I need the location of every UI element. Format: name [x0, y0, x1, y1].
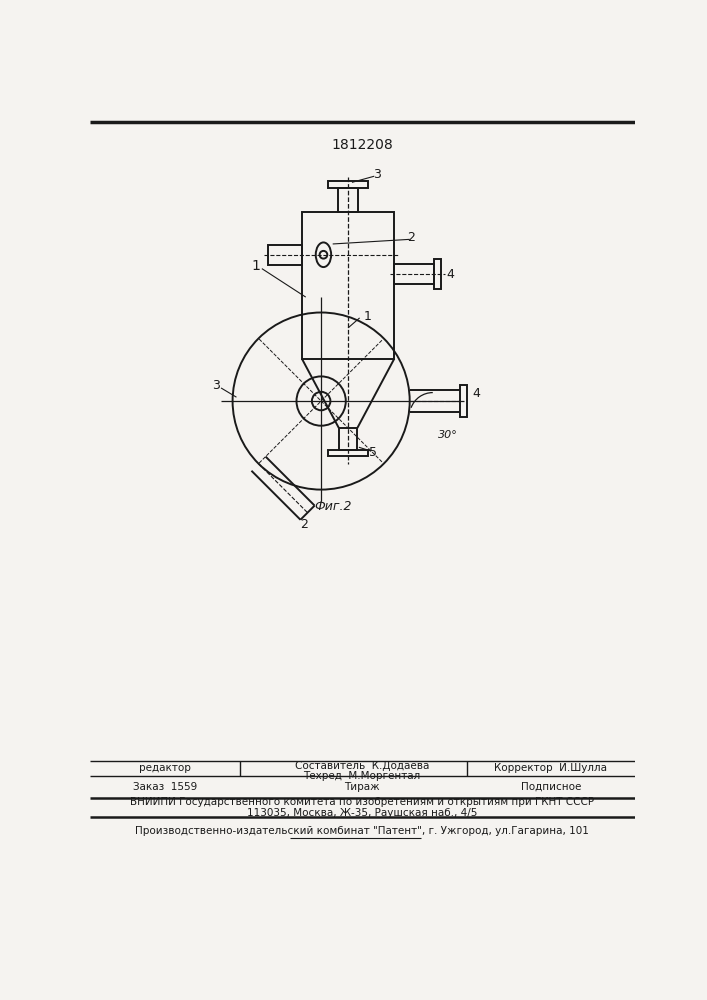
- Text: 113035, Москва, Ж-35, Раушская наб., 4/5: 113035, Москва, Ж-35, Раушская наб., 4/5: [247, 808, 477, 818]
- Bar: [302, 212, 395, 359]
- Bar: [339, 428, 357, 450]
- Text: ВНИИПИ Государственного комитета по изобретениям и открытиям при ГКНТ СССР: ВНИИПИ Государственного комитета по изоб…: [130, 797, 594, 807]
- Bar: [395, 264, 434, 284]
- Text: 4: 4: [472, 387, 480, 400]
- Text: 2: 2: [300, 518, 308, 531]
- Bar: [434, 259, 441, 289]
- Bar: [328, 181, 368, 188]
- Bar: [460, 385, 467, 417]
- Text: 1: 1: [363, 310, 371, 323]
- Text: 3: 3: [373, 168, 381, 181]
- Text: Фиг.2: Фиг.2: [314, 500, 351, 513]
- Text: 5: 5: [369, 446, 377, 459]
- Text: Производственно-издательский комбинат "Патент", г. Ужгород, ул.Гагарина, 101: Производственно-издательский комбинат "П…: [135, 826, 589, 836]
- Text: Составитель  К.Додаева: Составитель К.Додаева: [295, 761, 429, 771]
- Text: 4: 4: [447, 267, 455, 280]
- Bar: [328, 450, 368, 456]
- Text: 3: 3: [211, 379, 220, 392]
- Text: 1812208: 1812208: [331, 138, 393, 152]
- Text: Техред  М.Моргентал: Техред М.Моргентал: [303, 771, 421, 781]
- Text: 2: 2: [407, 231, 415, 244]
- Text: Тираж: Тираж: [344, 782, 380, 792]
- Text: Корректор  И.Шулла: Корректор И.Шулла: [494, 763, 607, 773]
- Text: Подписное: Подписное: [521, 782, 581, 792]
- Text: 1: 1: [251, 259, 260, 273]
- Bar: [268, 245, 302, 265]
- Text: Заказ  1559: Заказ 1559: [133, 782, 197, 792]
- Bar: [338, 188, 358, 212]
- Text: редактор: редактор: [139, 763, 191, 773]
- Text: 30°: 30°: [438, 430, 458, 440]
